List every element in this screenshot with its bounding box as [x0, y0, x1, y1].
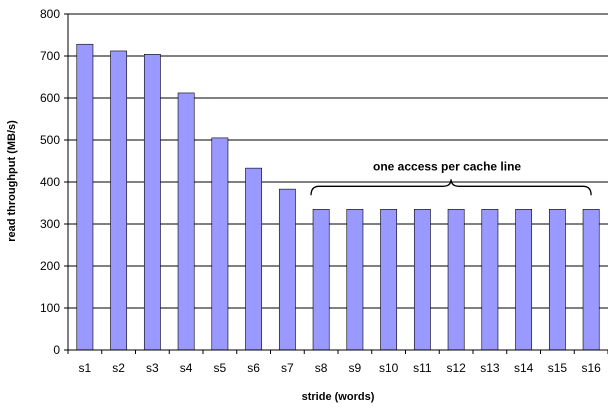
bar-s12	[447, 209, 465, 351]
bar-s3	[143, 54, 161, 351]
x-tick-label: s12	[446, 361, 466, 375]
x-tick-label: s3	[146, 361, 159, 375]
y-tick-label: 600	[40, 91, 60, 105]
x-tick-label: s7	[281, 361, 294, 375]
bar-s11	[413, 209, 431, 351]
x-tick-label: s10	[379, 361, 399, 375]
bar-s16	[582, 209, 600, 351]
x-tick-label: s14	[514, 361, 534, 375]
bars	[76, 43, 600, 351]
y-tick-label: 500	[40, 133, 60, 147]
y-tick-label: 0	[53, 343, 60, 357]
x-tick-label: s4	[180, 361, 193, 375]
bar-s7	[278, 188, 296, 351]
bar-s8	[312, 209, 330, 351]
x-tick-label: s2	[112, 361, 125, 375]
annotation-label: one access per cache line	[373, 159, 521, 173]
bar-s6	[245, 167, 263, 351]
x-tick-label: s11	[413, 361, 432, 375]
bar-s13	[481, 209, 499, 351]
bar-s9	[346, 209, 364, 351]
x-tick-label: s13	[480, 361, 500, 375]
bar-s2	[110, 50, 128, 351]
y-tick-label: 800	[40, 7, 60, 21]
cache-line-brace	[310, 179, 592, 196]
y-tick-label: 400	[40, 175, 60, 189]
x-tick-label: s6	[247, 361, 260, 375]
axes	[64, 13, 608, 354]
x-tick-label: s9	[349, 361, 362, 375]
brace-path	[310, 179, 592, 196]
y-tick-label: 200	[40, 259, 60, 273]
y-axis-label: read throughput (MB/s)	[6, 120, 18, 242]
y-tick-label: 300	[40, 217, 60, 231]
x-tick-label: s8	[315, 361, 328, 375]
bar-s5	[211, 137, 229, 351]
bar-s10	[380, 209, 398, 351]
x-tick-label: s15	[548, 361, 568, 375]
bar-s4	[177, 92, 195, 351]
y-tick-labels: 0 100 200 300 400 500 600 700 800	[40, 7, 60, 357]
y-tick-label: 100	[40, 301, 60, 315]
x-tick-labels: s1 s2 s3 s4 s5 s6 s7 s8 s9 s10 s11 s12 s13 s14 s15 s16	[79, 361, 602, 375]
bar-s14	[515, 209, 533, 351]
x-axis-label: stride (words)	[302, 391, 375, 403]
x-tick-label: s5	[214, 361, 227, 375]
bar-s1	[76, 43, 94, 351]
y-tick-label: 700	[40, 49, 60, 63]
bar-s15	[548, 209, 566, 351]
x-tick-label: s16	[581, 361, 601, 375]
x-tick-label: s1	[79, 361, 92, 375]
